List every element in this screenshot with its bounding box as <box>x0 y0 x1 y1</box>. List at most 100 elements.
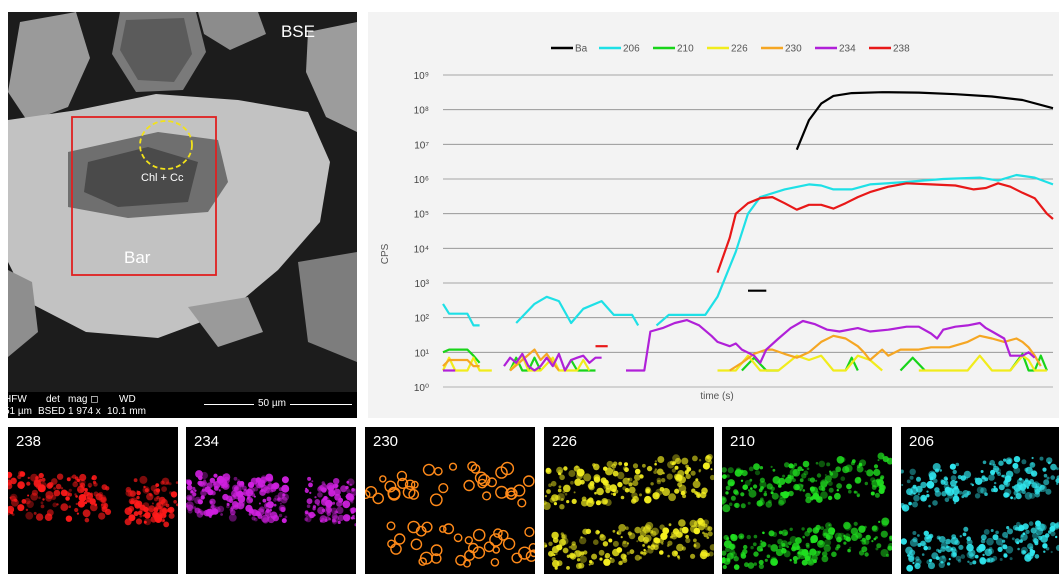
map-speckle <box>1020 534 1024 538</box>
map-speckle <box>1020 533 1028 541</box>
map-speckle <box>618 524 626 532</box>
map-speckle <box>220 513 223 516</box>
map-speckle <box>158 505 162 510</box>
map-speckle <box>19 471 26 477</box>
map-speckle <box>989 462 992 466</box>
map-speckle <box>726 537 730 541</box>
map-speckle <box>332 501 336 505</box>
map-speckle <box>656 479 662 485</box>
map-speckle <box>309 514 314 519</box>
map-speckle <box>86 497 91 503</box>
map-speckle <box>675 457 682 465</box>
map-speckle <box>1015 526 1019 531</box>
map-speckle <box>211 491 216 496</box>
map-speckle <box>725 491 729 495</box>
map-speckle <box>328 517 332 521</box>
map-image-206 <box>901 456 1059 572</box>
map-speckle <box>887 545 892 551</box>
map-speckle <box>759 477 765 483</box>
map-speckle <box>690 470 696 476</box>
map-speckle <box>98 491 104 497</box>
map-speckle <box>1056 482 1059 485</box>
map-speckle <box>463 479 475 492</box>
map-speckle <box>674 465 679 470</box>
sem-det-header: det <box>46 394 60 405</box>
element-map-230: 230 <box>365 427 535 574</box>
y-tick-label: 10⁸ <box>414 106 429 117</box>
map-speckle <box>272 482 280 490</box>
map-speckle <box>353 517 356 520</box>
map-speckle <box>943 480 949 486</box>
map-speckle <box>698 459 702 462</box>
map-speckle <box>609 557 612 560</box>
map-speckle <box>282 493 286 497</box>
map-speckle <box>758 559 764 565</box>
map-speckle <box>788 463 794 469</box>
map-speckle <box>864 552 869 557</box>
map-speckle <box>556 466 564 474</box>
map-speckle <box>807 477 812 482</box>
map-speckle <box>917 493 920 496</box>
map-speckle <box>935 556 940 560</box>
map-speckle <box>581 499 589 507</box>
map-speckle <box>744 480 751 486</box>
map-speckle <box>722 474 727 479</box>
legend-label: 210 <box>677 44 694 55</box>
map-speckle <box>306 498 313 505</box>
map-speckle <box>125 486 132 493</box>
map-speckle <box>1037 535 1040 538</box>
map-speckle <box>693 538 697 543</box>
map-speckle <box>776 481 781 485</box>
map-speckle <box>758 499 765 506</box>
map-label: 226 <box>552 433 578 450</box>
x-axis-label: time (s) <box>700 391 733 402</box>
map-speckle <box>612 548 620 557</box>
map-speckle <box>66 477 71 482</box>
map-speckle <box>324 519 328 522</box>
map-speckle <box>674 488 680 494</box>
series-line-206 <box>442 303 480 327</box>
map-speckle <box>415 525 427 537</box>
map-speckle <box>730 533 736 540</box>
map-speckle <box>1055 544 1059 551</box>
map-speckle <box>410 480 419 489</box>
map-speckle <box>618 560 623 566</box>
map-speckle <box>994 481 997 485</box>
map-speckle <box>681 526 689 534</box>
map-speckle <box>878 487 885 494</box>
map-speckle <box>840 476 846 481</box>
map-speckle <box>264 502 272 510</box>
map-speckle <box>938 561 945 568</box>
map-speckle <box>133 478 138 483</box>
map-speckle <box>612 488 616 493</box>
map-speckle <box>955 555 962 562</box>
scale-bar-label: 50 µm <box>254 398 290 410</box>
map-speckle <box>645 488 651 494</box>
map-speckle <box>622 477 630 485</box>
map-speckle <box>954 539 960 546</box>
map-speckle <box>940 560 944 564</box>
map-speckle <box>1039 484 1047 492</box>
map-speckle <box>33 511 37 515</box>
map-speckle <box>1002 531 1009 538</box>
map-speckle <box>524 526 535 538</box>
bse-micrograph <box>8 12 357 418</box>
map-speckle <box>546 489 551 494</box>
map-speckle <box>433 466 443 476</box>
map-speckle <box>781 543 786 547</box>
map-speckle <box>1010 496 1013 500</box>
map-speckle <box>762 531 765 535</box>
map-speckle <box>281 518 287 524</box>
map-speckle <box>825 534 831 540</box>
y-tick-label: 10¹ <box>415 348 430 359</box>
map-speckle <box>753 484 758 489</box>
map-speckle <box>741 470 748 477</box>
map-speckle <box>734 469 743 477</box>
map-speckle <box>805 497 812 504</box>
map-speckle <box>639 493 642 497</box>
map-speckle <box>407 520 421 534</box>
map-speckle <box>220 484 225 489</box>
map-speckle <box>320 512 323 515</box>
y-tick-label: 10³ <box>415 279 430 290</box>
map-speckle <box>82 494 85 497</box>
